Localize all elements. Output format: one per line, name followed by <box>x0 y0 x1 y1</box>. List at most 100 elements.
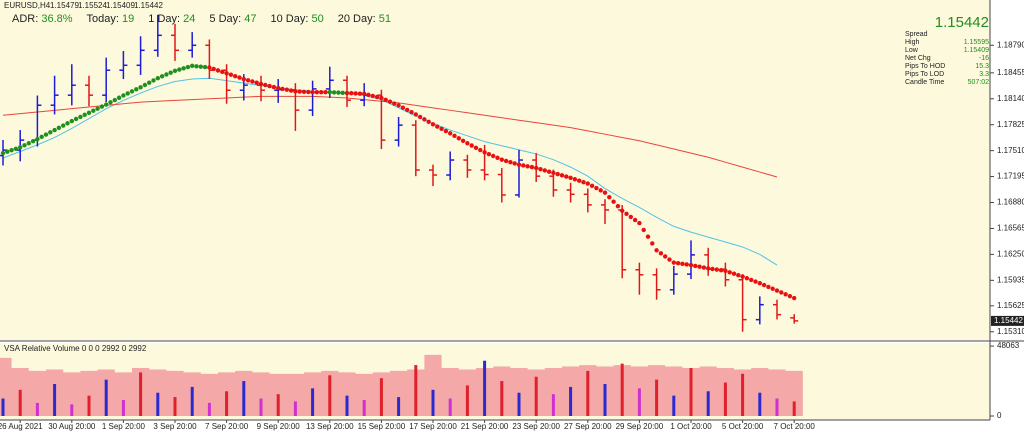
trend-dot <box>366 92 371 98</box>
trend-dot <box>297 89 302 94</box>
trend-dot <box>400 105 406 110</box>
trend-dot <box>177 67 182 72</box>
trend-dot <box>710 266 715 272</box>
trend-dot <box>460 138 466 143</box>
x-tick-label: 1 Oct 20:00 <box>670 422 712 431</box>
trend-dot <box>314 90 320 95</box>
volume-bar <box>311 388 315 416</box>
trend-dot <box>602 190 608 195</box>
adr-item: 5 Day: 47 <box>209 13 256 25</box>
trend-dot <box>301 89 307 94</box>
y-tick-label: 1.17510 <box>997 146 1024 155</box>
trend-dot <box>168 70 173 75</box>
y-tick-label: 1.17195 <box>997 172 1024 181</box>
volume-title: VSA Relative Volume 0 0 0 2992 0 2992 <box>4 344 147 353</box>
trend-dot <box>86 110 92 115</box>
trend-dot <box>142 82 148 88</box>
trend-dot <box>589 183 595 189</box>
trend-dot <box>331 90 337 95</box>
trend-dot <box>39 134 44 140</box>
trend-dot <box>546 169 552 174</box>
info-row: Pips To LOD 3.3 <box>905 71 989 79</box>
trend-dot <box>9 148 14 153</box>
trend-dot <box>194 64 199 69</box>
trend-dot <box>448 131 453 136</box>
trend-dot <box>783 292 788 297</box>
trend-dot <box>465 141 470 146</box>
trend-dot <box>534 165 539 171</box>
volume-bar <box>35 402 39 416</box>
last-bar-value: 1.15524 <box>78 1 107 10</box>
trend-dot <box>693 263 698 269</box>
trend-dot <box>241 76 246 82</box>
trend-dot <box>250 79 255 84</box>
price-box <box>991 315 1024 326</box>
volume-bar <box>1 398 5 416</box>
volume-bar <box>397 397 401 416</box>
info-value: -16 <box>978 55 989 62</box>
trend-dot <box>598 188 603 193</box>
trend-dot <box>555 171 560 177</box>
trend-dot <box>585 181 590 186</box>
trend-dot <box>18 145 23 150</box>
trend-dot <box>349 91 354 96</box>
volume-bar <box>551 394 555 416</box>
trend-dot <box>396 103 401 108</box>
trend-dot <box>121 93 126 98</box>
trend-dot <box>482 150 487 155</box>
info-row: Net Chg -16 <box>905 55 989 63</box>
trend-dot <box>688 262 694 268</box>
info-row: Low 1.15409 <box>905 47 989 55</box>
x-tick-label: 27 Sep 20:00 <box>564 422 612 431</box>
trend-dot <box>675 261 681 266</box>
trend-dot <box>439 126 444 132</box>
trend-dot <box>551 170 556 176</box>
trend-dot <box>538 166 543 172</box>
trend-dot <box>30 138 36 144</box>
y-tick-label: 1.16250 <box>997 249 1024 258</box>
info-label: High <box>905 39 920 46</box>
adr-item: 1 Day: 24 <box>148 13 195 25</box>
trend-dot <box>736 272 741 278</box>
y-tick-label: 1.16565 <box>997 224 1024 233</box>
volume-bar <box>569 386 573 416</box>
trend-dot <box>452 133 457 139</box>
trend-dot <box>276 85 281 91</box>
info-label: Low <box>905 47 918 54</box>
trend-dot <box>323 90 328 95</box>
trend-dot <box>271 84 277 90</box>
adr-value: 51 <box>378 13 391 25</box>
trend-dot <box>374 94 380 100</box>
trend-dot <box>499 157 504 162</box>
volume-bar <box>465 385 469 416</box>
volume-bar <box>156 392 160 416</box>
x-tick-label: 9 Sep 20:00 <box>257 422 301 431</box>
price: 1.15442 <box>934 14 989 31</box>
price-panel <box>0 0 990 340</box>
y-tick-label: 1.18790 <box>997 40 1024 49</box>
trend-dot <box>233 73 238 79</box>
trend-dot <box>564 174 569 179</box>
info-value: 1.15409 <box>963 47 989 54</box>
trend-dot <box>508 159 513 165</box>
trend-dot <box>456 136 461 141</box>
trend-dot <box>469 143 474 148</box>
volume-bar <box>345 395 349 416</box>
trend-dot <box>172 68 178 73</box>
trend-dot <box>202 64 208 70</box>
volume-bar <box>723 382 727 416</box>
trend-dot <box>138 85 143 90</box>
trend-dot <box>637 220 642 226</box>
volume-bar <box>792 401 796 416</box>
adr-item: 20 Day: 51 <box>338 13 391 25</box>
volume-bar <box>637 388 641 416</box>
trend-dot <box>473 145 479 150</box>
trend-dot <box>766 284 771 290</box>
trend-dot <box>572 177 578 182</box>
last-bar-value: 1.15442 <box>134 1 163 10</box>
x-tick-label: 13 Sep 20:00 <box>306 422 354 431</box>
adr-value: 50 <box>311 13 324 25</box>
trend-dot <box>108 100 113 105</box>
x-tick-label: 30 Aug 20:00 <box>48 422 96 431</box>
